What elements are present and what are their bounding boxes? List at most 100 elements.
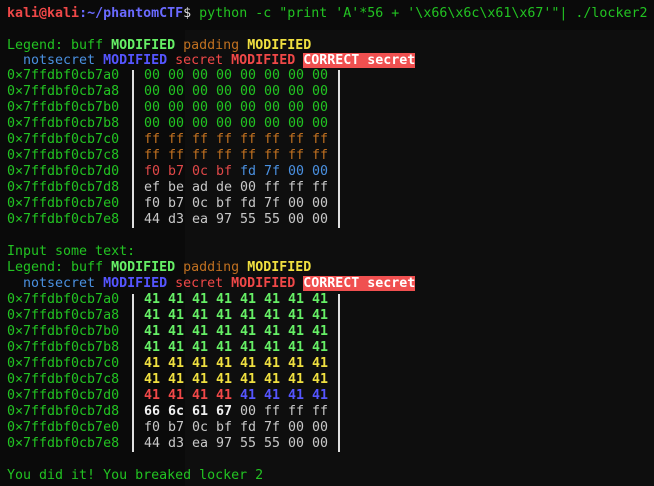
legend-label: Legend: bbox=[7, 38, 72, 53]
memory-byte: 00 bbox=[168, 68, 185, 83]
legend-secret: secret bbox=[167, 276, 232, 291]
memory-byte: 41 bbox=[168, 292, 185, 307]
memory-byte: 00 bbox=[264, 116, 281, 131]
memory-byte: ff bbox=[240, 148, 257, 163]
memory-address: 0×7ffdbf0cb7a8 bbox=[7, 308, 120, 323]
memory-byte: 44 bbox=[144, 436, 161, 451]
memory-byte: 00 bbox=[312, 84, 329, 99]
memory-byte: 41 bbox=[312, 324, 329, 339]
prompt-path: :~/phantomCTF bbox=[79, 6, 184, 21]
memory-row: 0×7ffdbf0cb7e8 44 d3 ea 97 55 55 00 00 bbox=[7, 212, 647, 228]
legend-padding: padding bbox=[175, 260, 248, 275]
memory-row: 0×7ffdbf0cb7c8 41 41 41 41 41 41 41 41 bbox=[7, 372, 647, 388]
memory-byte: 41 bbox=[264, 340, 281, 355]
memory-byte: fd bbox=[240, 196, 257, 211]
memory-byte: 41 bbox=[288, 356, 305, 371]
memory-byte: 41 bbox=[240, 308, 257, 323]
memory-byte: 41 bbox=[240, 372, 257, 387]
memory-byte: ea bbox=[192, 436, 209, 451]
legend-secret: secret bbox=[167, 53, 232, 68]
memory-byte: 00 bbox=[264, 68, 281, 83]
dump-right-border bbox=[338, 70, 340, 228]
dump-left-border bbox=[132, 294, 134, 452]
memory-byte: 7f bbox=[264, 420, 281, 435]
memory-byte: ff bbox=[264, 404, 281, 419]
memory-byte: 41 bbox=[240, 356, 257, 371]
memory-byte: 00 bbox=[312, 68, 329, 83]
memory-address: 0×7ffdbf0cb7b8 bbox=[7, 340, 120, 355]
memory-byte: 00 bbox=[144, 84, 161, 99]
memory-byte: ff bbox=[264, 132, 281, 147]
memory-byte: be bbox=[168, 180, 185, 195]
memory-byte: 41 bbox=[144, 356, 161, 371]
memory-row: 0×7ffdbf0cb7e0 f0 b7 0c bf fd 7f 00 00 bbox=[7, 420, 647, 436]
memory-byte: 41 bbox=[288, 372, 305, 387]
memory-row: 0×7ffdbf0cb7d0 f0 b7 0c bf fd 7f 00 00 bbox=[7, 164, 647, 180]
memory-address: 0×7ffdbf0cb7b0 bbox=[7, 100, 120, 115]
memory-byte: 41 bbox=[240, 324, 257, 339]
memory-byte: ef bbox=[144, 180, 161, 195]
memory-byte: 41 bbox=[216, 356, 233, 371]
memory-byte: ff bbox=[288, 148, 305, 163]
memory-address: 0×7ffdbf0cb7d8 bbox=[7, 180, 120, 195]
memory-byte: ff bbox=[144, 132, 161, 147]
memory-byte: 00 bbox=[216, 84, 233, 99]
success-message: You did it! You breaked locker 2 bbox=[7, 468, 264, 483]
memory-byte: ff bbox=[192, 132, 209, 147]
memory-byte: 41 bbox=[144, 308, 161, 323]
memory-byte: 41 bbox=[312, 388, 329, 403]
memory-row: 0×7ffdbf0cb7b8 41 41 41 41 41 41 41 41 bbox=[7, 340, 647, 356]
memory-byte: 00 bbox=[312, 436, 329, 451]
memory-row: 0×7ffdbf0cb7a8 00 00 00 00 00 00 00 00 bbox=[7, 84, 647, 100]
legend-buff: buff bbox=[71, 260, 112, 275]
memory-byte: 00 bbox=[312, 212, 329, 227]
memory-address: 0×7ffdbf0cb7e8 bbox=[7, 212, 120, 227]
memory-byte: 41 bbox=[144, 340, 161, 355]
memory-row: 0×7ffdbf0cb7a0 00 00 00 00 00 00 00 00 bbox=[7, 68, 647, 84]
memory-byte: ff bbox=[240, 132, 257, 147]
memory-byte: 00 bbox=[240, 68, 257, 83]
memory-byte: ff bbox=[192, 148, 209, 163]
memory-byte: 41 bbox=[240, 388, 257, 403]
memory-address: 0×7ffdbf0cb7e0 bbox=[7, 420, 120, 435]
memory-byte: b7 bbox=[168, 164, 185, 179]
memory-byte: 41 bbox=[144, 324, 161, 339]
memory-byte: ff bbox=[312, 148, 329, 163]
memory-byte: 0c bbox=[192, 164, 209, 179]
memory-byte: 66 bbox=[144, 404, 161, 419]
memory-row: 0×7ffdbf0cb7a0 41 41 41 41 41 41 41 41 bbox=[7, 292, 647, 308]
legend-line-2: notsecret MODIFIED secret MODIFIED CORRE… bbox=[7, 53, 416, 69]
memory-byte: 41 bbox=[168, 372, 185, 387]
memory-byte: 55 bbox=[264, 436, 281, 451]
memory-byte: ff bbox=[168, 148, 185, 163]
memory-byte: 00 bbox=[312, 164, 329, 179]
legend-label: Legend: bbox=[7, 260, 72, 275]
memory-byte: 41 bbox=[288, 388, 305, 403]
memory-byte: 97 bbox=[216, 436, 233, 451]
memory-byte: 41 bbox=[216, 324, 233, 339]
memory-address: 0×7ffdbf0cb7c8 bbox=[7, 372, 120, 387]
memory-byte: b7 bbox=[168, 420, 185, 435]
memory-byte: 41 bbox=[312, 372, 329, 387]
legend-buff: buff bbox=[71, 38, 112, 53]
memory-row: 0×7ffdbf0cb7b0 41 41 41 41 41 41 41 41 bbox=[7, 324, 647, 340]
memory-byte: 41 bbox=[312, 308, 329, 323]
memory-byte: 41 bbox=[144, 388, 161, 403]
memory-byte: f0 bbox=[144, 420, 161, 435]
memory-byte: 00 bbox=[240, 84, 257, 99]
legend-notsecret: notsecret bbox=[7, 53, 104, 68]
memory-address: 0×7ffdbf0cb7a8 bbox=[7, 84, 120, 99]
memory-byte: 00 bbox=[288, 212, 305, 227]
memory-byte: 41 bbox=[144, 292, 161, 307]
memory-byte: 41 bbox=[312, 356, 329, 371]
memory-byte: 7f bbox=[264, 196, 281, 211]
memory-byte: ff bbox=[312, 404, 329, 419]
memory-byte: 41 bbox=[264, 356, 281, 371]
memory-byte: ff bbox=[288, 404, 305, 419]
memory-byte: 00 bbox=[288, 116, 305, 131]
dump-right-border bbox=[338, 294, 340, 452]
memory-byte: 00 bbox=[216, 68, 233, 83]
memory-row: 0×7ffdbf0cb7c0 41 41 41 41 41 41 41 41 bbox=[7, 356, 647, 372]
memory-byte: ff bbox=[168, 132, 185, 147]
memory-byte: 41 bbox=[288, 292, 305, 307]
